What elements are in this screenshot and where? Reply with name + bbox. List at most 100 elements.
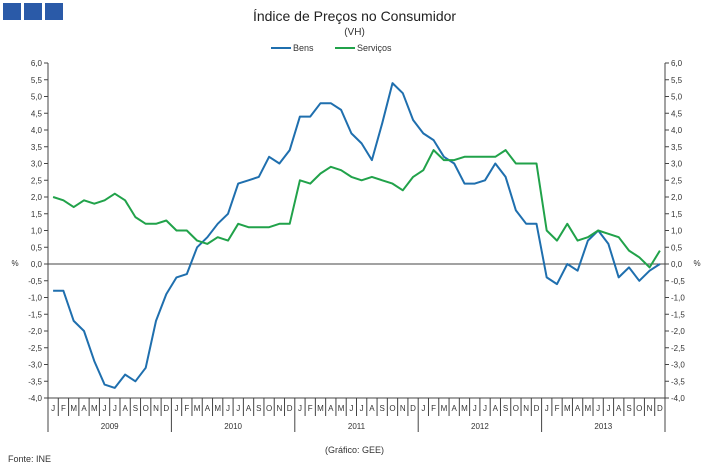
y-tick-label-right: -3,5 xyxy=(671,377,685,386)
y-tick-label-right: -2,5 xyxy=(671,344,685,353)
y-tick-label-left: 6,0 xyxy=(31,59,43,68)
y-tick-label-left: -4,0 xyxy=(28,394,42,403)
month-label: J xyxy=(360,404,364,413)
y-tick-label-left: -2,5 xyxy=(28,344,42,353)
month-label: S xyxy=(503,404,508,413)
month-label: N xyxy=(647,404,653,413)
y-tick-label-right: 4,5 xyxy=(671,109,683,118)
y-tick-label-left: 0,0 xyxy=(31,260,43,269)
month-label: M xyxy=(585,404,592,413)
month-label: N xyxy=(276,404,282,413)
y-tick-label-right: 1,0 xyxy=(671,227,683,236)
month-label: M xyxy=(461,404,468,413)
month-label: S xyxy=(380,404,385,413)
month-label: J xyxy=(483,404,487,413)
y-tick-label-left: -2,0 xyxy=(28,327,42,336)
y-tick-label-left: 5,0 xyxy=(31,93,43,102)
y-tick-label-left: 5,5 xyxy=(31,76,43,85)
month-label: A xyxy=(369,404,375,413)
month-label: O xyxy=(266,404,272,413)
series-line-servicos xyxy=(52,149,661,269)
month-label: J xyxy=(175,404,179,413)
y-tick-label-right: 3,0 xyxy=(671,160,683,169)
month-label: O xyxy=(389,404,395,413)
y-tick-label-right: -1,0 xyxy=(671,294,685,303)
y-tick-label-left: 3,5 xyxy=(31,143,43,152)
y-tick-label-right: 2,0 xyxy=(671,193,683,202)
month-label: J xyxy=(545,404,549,413)
month-label: A xyxy=(246,404,252,413)
legend-label: Bens xyxy=(293,43,314,53)
y-tick-label-left: -3,5 xyxy=(28,377,42,386)
month-label: F xyxy=(555,404,560,413)
y-tick-label-left: -3,0 xyxy=(28,361,42,370)
month-label: A xyxy=(452,404,458,413)
y-tick-label-left: -1,0 xyxy=(28,294,42,303)
y-tick-label-right: 5,5 xyxy=(671,76,683,85)
month-label: N xyxy=(523,404,529,413)
month-label: N xyxy=(153,404,159,413)
month-label: A xyxy=(328,404,334,413)
month-label: J xyxy=(103,404,107,413)
month-label: D xyxy=(657,404,663,413)
year-label: 2011 xyxy=(348,422,366,431)
year-label: 2010 xyxy=(224,422,242,431)
month-label: D xyxy=(534,404,540,413)
month-label: M xyxy=(564,404,571,413)
month-label: M xyxy=(317,404,324,413)
y-tick-label-right: 0,0 xyxy=(671,260,683,269)
y-tick-label-right: -2,0 xyxy=(671,327,685,336)
month-label: J xyxy=(51,404,55,413)
y-tick-label-left: 2,0 xyxy=(31,193,43,202)
y-tick-label-right: 3,5 xyxy=(671,143,683,152)
logo-square xyxy=(45,3,63,20)
year-label: 2012 xyxy=(471,422,489,431)
y-tick-label-left: -1,5 xyxy=(28,310,42,319)
y-tick-label-right: -4,0 xyxy=(671,394,685,403)
y-tick-label-right: -1,5 xyxy=(671,310,685,319)
month-label: D xyxy=(163,404,169,413)
y-tick-label-left: 4,5 xyxy=(31,109,43,118)
month-label: J xyxy=(298,404,302,413)
month-label: J xyxy=(349,404,353,413)
month-label: O xyxy=(636,404,642,413)
y-tick-label-left: -0,5 xyxy=(28,277,42,286)
y-tick-label-right: 2,5 xyxy=(671,176,683,185)
month-label: A xyxy=(575,404,581,413)
y-tick-label-left: 2,5 xyxy=(31,176,43,185)
month-label: J xyxy=(421,404,425,413)
month-label: J xyxy=(596,404,600,413)
month-label: F xyxy=(308,404,313,413)
month-label: O xyxy=(143,404,149,413)
month-label: D xyxy=(287,404,293,413)
month-label: M xyxy=(214,404,221,413)
chart-subtitle: (VH) xyxy=(344,27,365,38)
month-label: J xyxy=(606,404,610,413)
month-label: M xyxy=(441,404,448,413)
month-label: F xyxy=(61,404,66,413)
month-label: M xyxy=(338,404,345,413)
month-label: D xyxy=(410,404,416,413)
month-label: N xyxy=(400,404,406,413)
month-label: A xyxy=(493,404,499,413)
y-unit-label-right: % xyxy=(693,259,700,268)
month-label: J xyxy=(226,404,230,413)
year-label: 2013 xyxy=(594,422,612,431)
y-tick-label-right: -3,0 xyxy=(671,361,685,370)
y-tick-label-left: 1,0 xyxy=(31,227,43,236)
series-line-bens xyxy=(53,82,661,389)
y-tick-label-right: 1,5 xyxy=(671,210,683,219)
month-label: A xyxy=(81,404,87,413)
chart-note: (Gráfico: GEE) xyxy=(324,445,384,455)
legend-label: Serviços xyxy=(357,43,392,53)
month-label: J xyxy=(236,404,240,413)
chart-title: Índice de Preços no Consumidor xyxy=(252,8,457,24)
month-label: O xyxy=(513,404,519,413)
month-label: A xyxy=(205,404,211,413)
month-label: M xyxy=(91,404,98,413)
month-label: J xyxy=(113,404,117,413)
month-label: M xyxy=(194,404,201,413)
month-label: J xyxy=(473,404,477,413)
logo-square xyxy=(3,3,21,20)
